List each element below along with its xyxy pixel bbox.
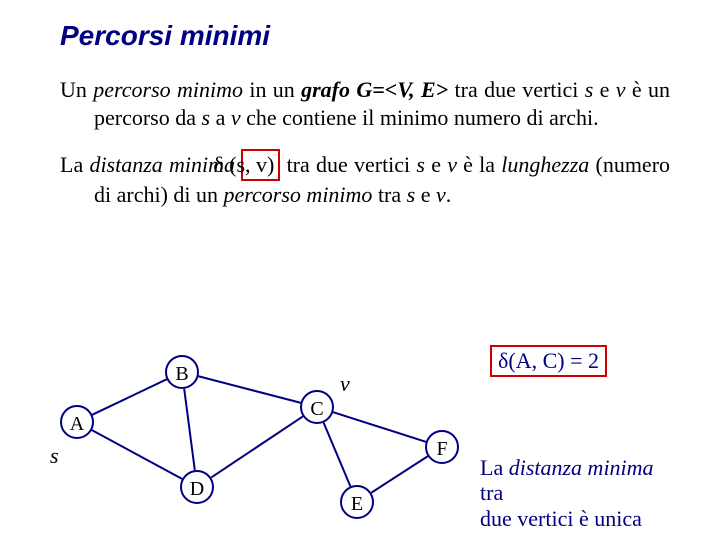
p2-mid5: tra — [372, 182, 406, 207]
p1-v: v — [616, 77, 626, 102]
graph-diagram: δ(A, C) = 2 La distanza minima tra due v… — [40, 335, 680, 525]
p1-s2: s — [202, 105, 211, 130]
node-E: E — [340, 485, 374, 519]
annotation-unique: La distanza minima tra due vertici è uni… — [480, 455, 680, 531]
node-B: B — [165, 355, 199, 389]
node-A: A — [60, 405, 94, 439]
p2-s2: s — [407, 182, 416, 207]
p1-mid1: in un — [243, 77, 301, 102]
p2-pre: La — [60, 152, 89, 177]
p1-pre: Un — [60, 77, 93, 102]
p2-mid2: e — [425, 152, 447, 177]
p1-mid5: a — [210, 105, 231, 130]
node-F: F — [425, 430, 459, 464]
p1-v2: v — [231, 105, 241, 130]
annot2-l1c: tra — [480, 480, 503, 505]
p2-mid3: è la — [457, 152, 501, 177]
annotation-unique-line1: La distanza minima tra — [480, 455, 680, 506]
p1-mid2: tra due vertici — [448, 77, 585, 102]
paragraph-1: Un percorso minimo in un grafo G=<V, E> … — [60, 76, 670, 131]
p2-mid1: tra due vertici — [280, 152, 416, 177]
annotation-delta-text: δ(A, C) = 2 — [490, 345, 607, 377]
p2-term3: percorso minimo — [224, 182, 373, 207]
node-C: C — [300, 390, 334, 424]
p2-s: s — [416, 152, 425, 177]
p1-tail: che contiene il minimo numero di archi. — [241, 105, 599, 130]
graph-label-v: v — [340, 371, 350, 397]
p2-tail: . — [446, 182, 452, 207]
graph-label-s: s — [50, 443, 59, 469]
annot2-l1a: La — [480, 455, 509, 480]
p1-mid3: e — [593, 77, 615, 102]
annotation-unique-line2: due vertici è unica — [480, 506, 680, 531]
p1-term2: grafo G=<V, E> — [301, 77, 448, 102]
p1-term1: percorso minimo — [93, 77, 243, 102]
slide-title: Percorsi minimi — [60, 20, 670, 52]
p2-mid6: e — [415, 182, 436, 207]
paragraph-2: La distanza minima δ (s, v) tra due vert… — [60, 149, 670, 208]
delta-box: δ (s, v) — [241, 149, 280, 181]
p2-term2: lunghezza — [501, 152, 589, 177]
annotation-delta: δ(A, C) = 2 — [490, 345, 607, 377]
node-D: D — [180, 470, 214, 504]
p2-v2: v — [436, 182, 446, 207]
annot2-l1b: distanza minima — [509, 455, 654, 480]
p2-v: v — [447, 152, 457, 177]
